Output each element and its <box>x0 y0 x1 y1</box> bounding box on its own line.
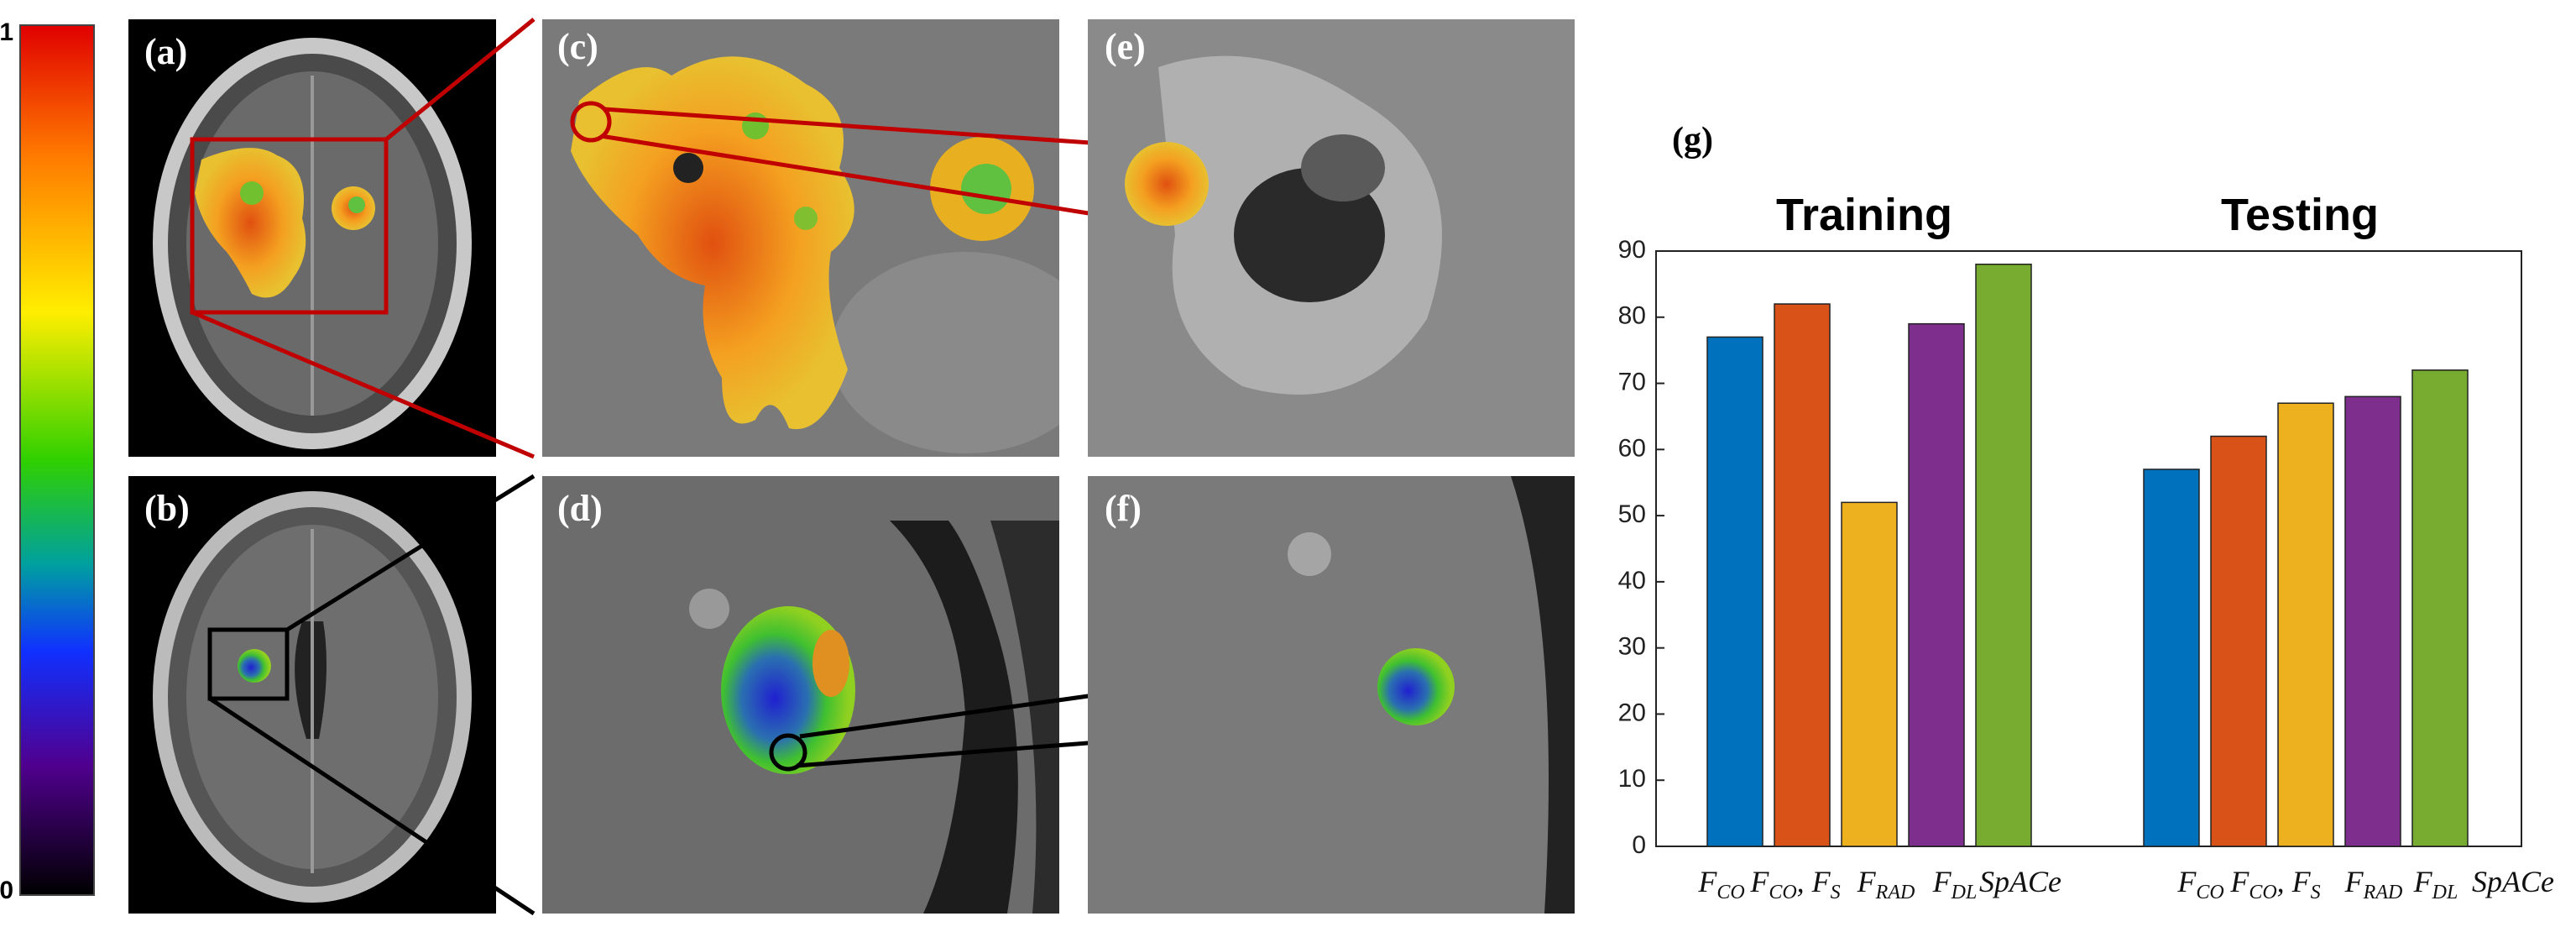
mri-panel-a <box>128 19 496 457</box>
label-part: SpACe <box>1979 865 2061 898</box>
label-part: F <box>1749 865 1769 898</box>
label-part: F <box>2344 865 2364 898</box>
label-part: RAD <box>2363 882 2403 903</box>
bar <box>1774 303 1831 847</box>
bar <box>1908 322 1965 847</box>
x-tick-label: FCO, FS <box>1749 865 1840 903</box>
bar <box>1706 336 1763 847</box>
label-part: F <box>1857 865 1877 898</box>
label-part: , F <box>1797 865 1831 898</box>
mri-panel-e <box>1088 19 1575 457</box>
x-tick-label: FDL <box>1932 865 1978 903</box>
group-title: Training <box>1776 190 1952 240</box>
label-part: , F <box>2277 865 2312 898</box>
mri-panel-b <box>128 476 496 914</box>
mri-panel-f <box>1088 476 1575 914</box>
y-tick-label: 20 <box>1618 699 1646 726</box>
label-part: DL <box>2432 882 2458 903</box>
panel-label: (a) <box>144 31 187 72</box>
label-part: F <box>2176 865 2197 898</box>
label-part: DL <box>1951 882 1978 903</box>
x-tick-label: FCO <box>1697 865 1744 903</box>
panel-label: (c) <box>557 26 598 67</box>
x-tick-label: FCO, FS <box>2229 865 2320 903</box>
x-tick-label: FRAD <box>2344 865 2403 903</box>
y-tick-label: 60 <box>1618 434 1646 462</box>
bar <box>2277 402 2334 847</box>
label-part: CO <box>1716 882 1744 903</box>
label-part: SpACe <box>2472 865 2554 898</box>
panel-label: (f) <box>1105 488 1142 529</box>
x-tick-label: FCO <box>2176 865 2223 903</box>
x-tick-label: FDL <box>2413 865 2458 903</box>
chart-label: (g) <box>1672 121 1713 160</box>
label-part: F <box>1697 865 1717 898</box>
panel-label: (b) <box>144 488 190 529</box>
mri-panel-c <box>542 19 1059 457</box>
group-title: Testing <box>2221 190 2379 240</box>
x-tick-label: FRAD <box>1857 865 1915 903</box>
label-part: F <box>2413 865 2433 898</box>
y-tick-label: 50 <box>1618 500 1646 528</box>
label-part: RAD <box>1875 882 1915 903</box>
label-part: CO <box>1769 882 1796 903</box>
y-tick-label: 30 <box>1618 633 1646 661</box>
bar <box>1975 264 2032 847</box>
label-part: S <box>1831 882 1841 903</box>
bar <box>2344 395 2401 847</box>
panel-label: (d) <box>557 488 603 529</box>
y-tick-label: 90 <box>1618 236 1646 264</box>
bar <box>2210 435 2267 847</box>
x-tick-label: SpACe <box>2472 865 2554 898</box>
label-part: S <box>2311 882 2321 903</box>
y-tick-label: 0 <box>1632 831 1646 859</box>
y-tick-label: 40 <box>1618 567 1646 594</box>
y-tick-label: 70 <box>1618 368 1646 395</box>
label-part: CO <box>2249 882 2276 903</box>
bar <box>2143 469 2200 847</box>
panel-label: (e) <box>1105 26 1146 67</box>
bar <box>2411 369 2469 847</box>
colorbar-min: 0 <box>0 877 13 904</box>
y-tick-label: 80 <box>1618 302 1646 330</box>
colorbar <box>19 24 95 896</box>
y-tick-label: 10 <box>1618 765 1646 793</box>
label-part: F <box>1932 865 1952 898</box>
colorbar-max: 1 <box>0 18 13 46</box>
mri-panel-d <box>542 476 1059 914</box>
label-part: CO <box>2196 882 2223 903</box>
x-tick-label: SpACe <box>1979 865 2061 898</box>
bar <box>1841 501 1898 847</box>
label-part: F <box>2229 865 2249 898</box>
